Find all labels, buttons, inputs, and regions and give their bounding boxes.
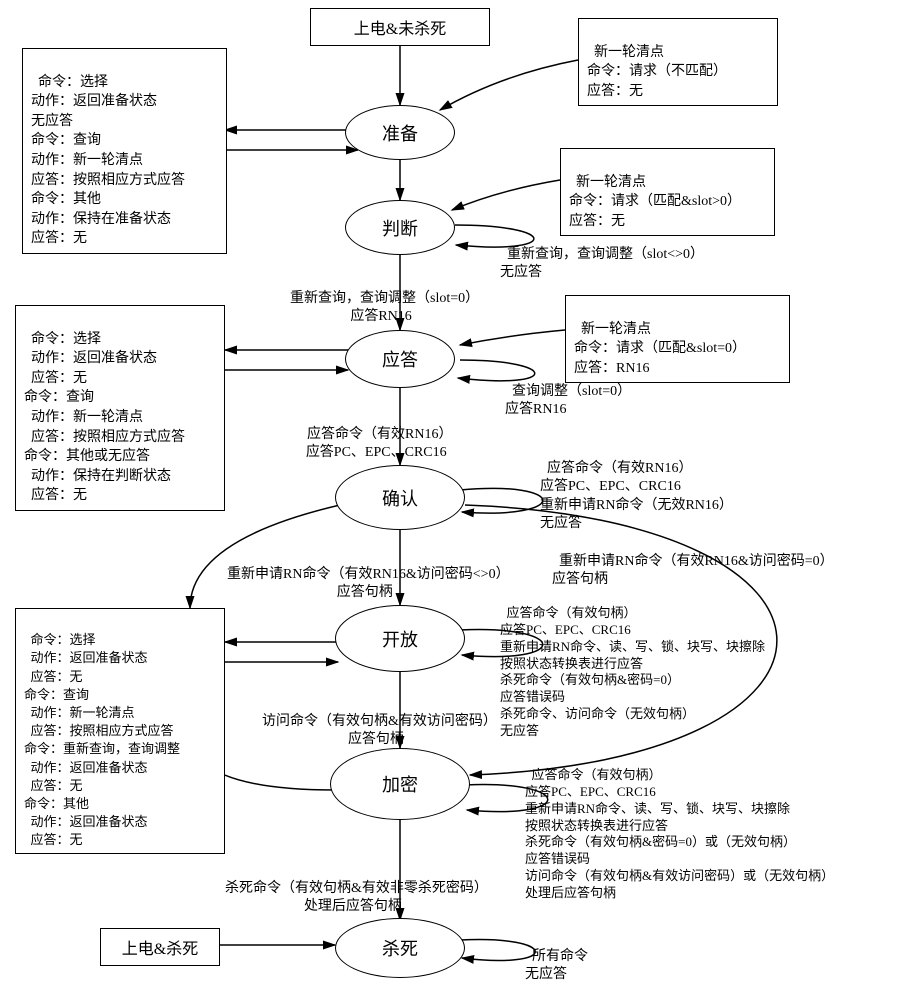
label-reply-self: 查询调整（slot=0） 应答RN16 — [505, 365, 631, 420]
box-reply-left-text: 命令：选择 动作：返回准备状态 应答：无 命令：查询 动作：新一轮清点 应答：按… — [24, 332, 185, 504]
box-top-right-text: 新一轮清点 命令：请求（不匹配） 应答：无 — [587, 45, 727, 99]
state-judge: 判断 — [345, 200, 455, 255]
label-confirm-to-open: 重新申请RN命令（有效RN16&访问密码<>0） 应答句柄 — [220, 548, 510, 603]
box-ready-left: 命令：选择 动作：返回准备状态 无应答 命令：查询 动作：新一轮清点 应答：按照… — [22, 48, 227, 254]
box-judge-right: 新一轮清点 命令：请求（匹配&slot>0） 应答：无 — [560, 148, 775, 236]
label-reply-to-confirm-text: 应答命令（有效RN16） 应答PC、EPC、CRC16 — [306, 427, 453, 460]
state-judge-label: 判断 — [382, 215, 418, 241]
state-reply: 应答 — [345, 330, 455, 388]
state-kill-label: 杀死 — [382, 935, 418, 961]
label-open-to-encrypt: 访问命令（有效句柄&有效访问密码） 应答句柄 — [255, 695, 497, 750]
state-confirm: 确认 — [335, 465, 465, 530]
label-confirm-to-encrypt: 重新申请RN命令（有效RN16&访问密码=0） 应答句柄 — [552, 535, 834, 590]
box-open-left: 命令：选择 动作：返回准备状态 应答：无 命令：查询 动作：新一轮清点 应答：按… — [15, 608, 225, 854]
label-open-self: 应答命令（有效句柄） 应答PC、EPC、CRC16 重新申请RN命令、读、写、锁… — [500, 588, 765, 740]
box-ready-left-text: 命令：选择 动作：返回准备状态 无应答 命令：查询 动作：新一轮清点 应答：按照… — [31, 75, 185, 247]
label-reply-to-confirm: 应答命令（有效RN16） 应答PC、EPC、CRC16 — [300, 408, 452, 463]
label-kill-self: 所有命令 无应答 — [525, 930, 588, 985]
box-top-right: 新一轮清点 命令：请求（不匹配） 应答：无 — [578, 18, 778, 106]
label-confirm-to-open-text: 重新申请RN命令（有效RN16&访问密码<>0） 应答句柄 — [227, 567, 510, 600]
state-open-label: 开放 — [382, 626, 418, 652]
label-judge-self-text: 重新查询，查询调整（slot<>0） 无应答 — [500, 247, 704, 280]
bottom-start-box: 上电&杀死 — [100, 928, 220, 966]
bottom-start-label: 上电&杀死 — [122, 941, 198, 958]
top-start-label: 上电&未杀死 — [354, 21, 446, 38]
label-confirm-self: 应答命令（有效RN16） 应答PC、EPC、CRC16 重新申请RN命令（无效R… — [540, 442, 733, 533]
label-confirm-to-encrypt-text: 重新申请RN命令（有效RN16&访问密码=0） 应答句柄 — [552, 554, 834, 587]
label-open-self-text: 应答命令（有效句柄） 应答PC、EPC、CRC16 重新申请RN命令、读、写、锁… — [500, 605, 765, 738]
state-ready: 准备 — [345, 105, 455, 160]
state-reply-label: 应答 — [382, 346, 418, 372]
label-reply-self-text: 查询调整（slot=0） 应答RN16 — [505, 384, 631, 417]
box-reply-left: 命令：选择 动作：返回准备状态 应答：无 命令：查询 动作：新一轮清点 应答：按… — [15, 305, 225, 511]
state-encrypt: 加密 — [330, 748, 470, 820]
state-ready-label: 准备 — [382, 120, 418, 146]
label-encrypt-self: 应答命令（有效句柄） 应答PC、EPC、CRC16 重新申请RN命令、读、写、锁… — [525, 750, 834, 902]
label-kill-self-text: 所有命令 无应答 — [525, 949, 588, 982]
state-open: 开放 — [335, 605, 465, 672]
label-judge-to-reply-text: 重新查询，查询调整（slot=0） 应答RN16 — [290, 291, 479, 324]
state-kill: 杀死 — [335, 918, 465, 978]
box-open-left-text: 命令：选择 动作：返回准备状态 应答：无 命令：查询 动作：新一轮清点 应答：按… — [24, 632, 180, 847]
top-start-box: 上电&未杀死 — [310, 8, 490, 46]
label-judge-self: 重新查询，查询调整（slot<>0） 无应答 — [500, 228, 704, 283]
label-open-to-encrypt-text: 访问命令（有效句柄&有效访问密码） 应答句柄 — [262, 714, 497, 747]
label-encrypt-to-kill: 杀死命令（有效句柄&有效非零杀死密码） 处理后应答句柄 — [218, 862, 488, 917]
label-encrypt-self-text: 应答命令（有效句柄） 应答PC、EPC、CRC16 重新申请RN命令、读、写、锁… — [525, 767, 834, 900]
box-judge-right-text: 新一轮清点 命令：请求（匹配&slot>0） 应答：无 — [569, 175, 741, 229]
state-confirm-label: 确认 — [382, 485, 418, 511]
label-encrypt-to-kill-text: 杀死命令（有效句柄&有效非零杀死密码） 处理后应答句柄 — [225, 881, 488, 914]
label-confirm-self-text: 应答命令（有效RN16） 应答PC、EPC、CRC16 重新申请RN命令（无效R… — [540, 461, 733, 531]
label-judge-to-reply: 重新查询，查询调整（slot=0） 应答RN16 — [283, 272, 479, 327]
state-encrypt-label: 加密 — [382, 771, 418, 797]
